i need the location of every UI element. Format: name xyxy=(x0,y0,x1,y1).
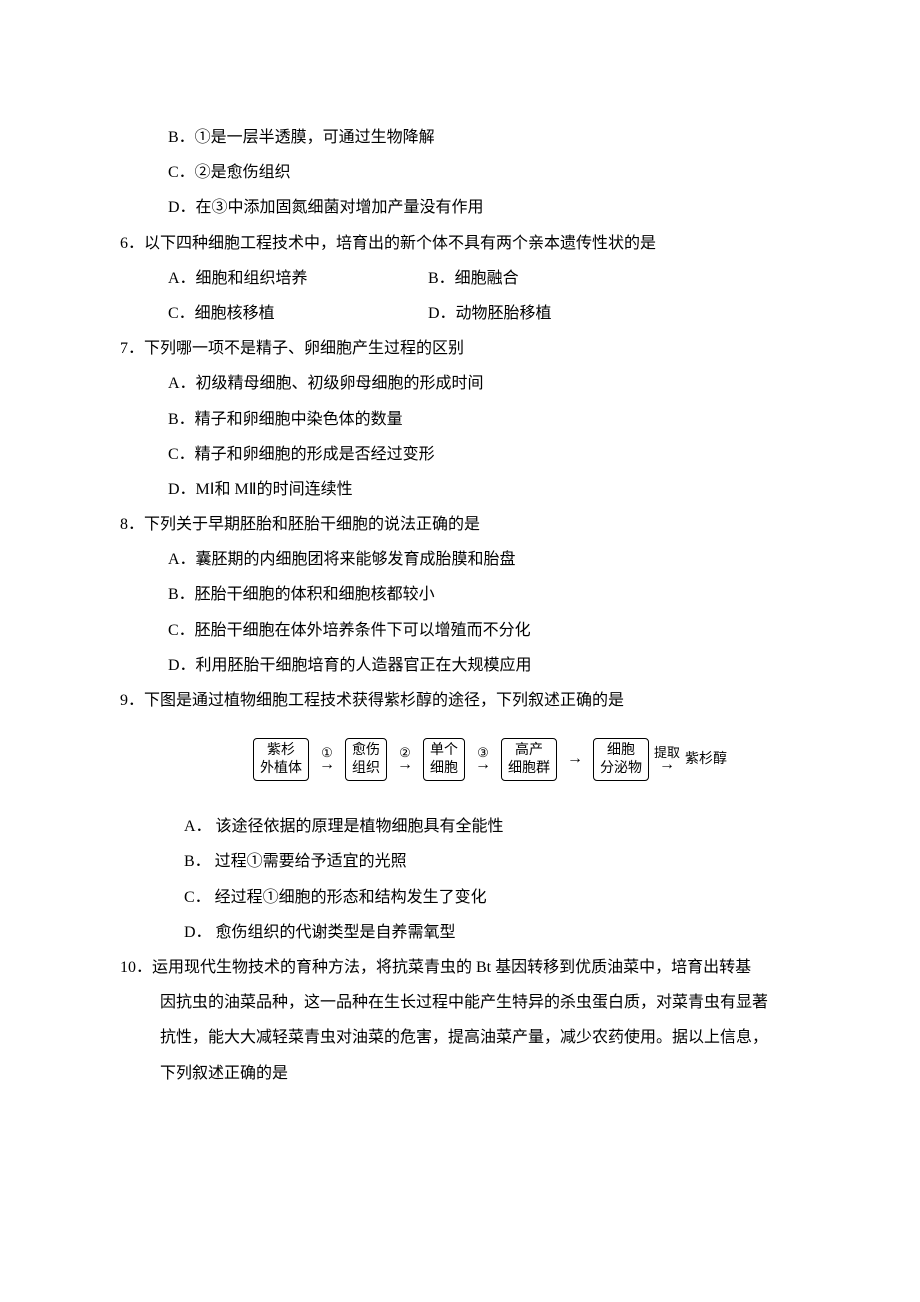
q8-option-a: A．囊胚期的内细胞团将来能够发育成胎膜和胎盘 xyxy=(120,542,820,577)
q10-line4: 下列叙述正确的是 xyxy=(120,1056,820,1091)
q9-option-c: C． 经过程①细胞的形态和结构发生了变化 xyxy=(120,880,820,915)
q6-option-b: B．细胞融合 xyxy=(428,261,519,296)
q7-option-c: C．精子和卵细胞的形成是否经过变形 xyxy=(120,437,820,472)
q10-line1: 10．运用现代生物技术的育种方法，将抗菜青虫的 Bt 基因转移到优质油菜中，培育… xyxy=(120,950,820,985)
flow-arrow-4: 提取 → xyxy=(653,746,681,773)
flow-node-0: 紫杉 外植体 xyxy=(253,738,309,781)
flow-arrow-1: ② → xyxy=(391,746,419,773)
q6-row2: C．细胞核移植 D．动物胚胎移植 xyxy=(120,296,820,331)
flow-node-1: 愈伤 组织 xyxy=(345,738,387,781)
flow-node-1-l2: 组织 xyxy=(352,760,380,778)
flow-node-2: 单个 细胞 xyxy=(423,738,465,781)
q5-option-b: B．①是一层半透膜，可通过生物降解 xyxy=(120,120,820,155)
flow-node-2-l1: 单个 xyxy=(430,742,458,760)
flow-node-0-l2: 外植体 xyxy=(260,760,302,778)
q5-option-d: D．在③中添加固氮细菌对增加产量没有作用 xyxy=(120,190,820,225)
q7-stem: 7．下列哪一项不是精子、卵细胞产生过程的区别 xyxy=(120,331,820,366)
q8-option-c: C．胚胎干细胞在体外培养条件下可以增殖而不分化 xyxy=(120,613,820,648)
flow-node-4-l2: 分泌物 xyxy=(600,760,642,778)
flow-arrow-3: → xyxy=(561,753,589,767)
right-arrow-icon: → xyxy=(475,757,491,773)
q5-option-c: C．②是愈伤组织 xyxy=(120,155,820,190)
flow-node-1-l1: 愈伤 xyxy=(352,742,380,760)
q6-option-c: C．细胞核移植 xyxy=(168,296,428,331)
q6-row1: A．细胞和组织培养 B．细胞融合 xyxy=(120,261,820,296)
flow-node-3-l2: 细胞群 xyxy=(508,760,550,778)
flow-node-0-l1: 紫杉 xyxy=(260,742,302,760)
q7-option-a: A．初级精母细胞、初级卵母细胞的形成时间 xyxy=(120,366,820,401)
flow-node-3-l1: 高产 xyxy=(508,742,550,760)
q8-option-d: D．利用胚胎干细胞培育的人造器官正在大规模应用 xyxy=(120,648,820,683)
page-content: B．①是一层半透膜，可通过生物降解 C．②是愈伤组织 D．在③中添加固氮细菌对增… xyxy=(0,0,920,1171)
right-arrow-icon: → xyxy=(319,757,335,773)
q8-option-b: B．胚胎干细胞的体积和细胞核都较小 xyxy=(120,577,820,612)
q7-option-b: B．精子和卵细胞中染色体的数量 xyxy=(120,402,820,437)
q10-line2: 因抗虫的油菜品种，这一品种在生长过程中能产生特异的杀虫蛋白质，对菜青虫有显著 xyxy=(120,985,820,1020)
right-arrow-icon: → xyxy=(567,751,583,767)
flow-node-4-l1: 细胞 xyxy=(600,742,642,760)
flow-node-3: 高产 细胞群 xyxy=(501,738,557,781)
q6-stem: 6．以下四种细胞工程技术中，培育出的新个体不具有两个亲本遗传性状的是 xyxy=(120,226,820,261)
flow-arrow-0: ① → xyxy=(313,746,341,773)
q10-line3: 抗性，能大大减轻菜青虫对油菜的危害，提高油菜产量，减少农药使用。据以上信息， xyxy=(120,1020,820,1055)
q9-option-d: D． 愈伤组织的代谢类型是自养需氧型 xyxy=(120,915,820,950)
q7-option-d: D．MⅠ和 MⅡ的时间连续性 xyxy=(120,472,820,507)
q9-flowchart: 紫杉 外植体 ① → 愈伤 组织 ② → 单个 细胞 ③ → 高产 细胞群 → xyxy=(120,738,820,781)
q9-option-b: B． 过程①需要给予适宜的光照 xyxy=(120,844,820,879)
q8-stem: 8．下列关于早期胚胎和胚胎干细胞的说法正确的是 xyxy=(120,507,820,542)
flow-final: 紫杉醇 xyxy=(685,751,727,769)
flow-arrow-2: ③ → xyxy=(469,746,497,773)
q9-stem: 9．下图是通过植物细胞工程技术获得紫杉醇的途径，下列叙述正确的是 xyxy=(120,683,820,718)
right-arrow-icon: → xyxy=(397,757,413,773)
q6-option-d: D．动物胚胎移植 xyxy=(428,296,552,331)
q9-option-a: A． 该途径依据的原理是植物细胞具有全能性 xyxy=(120,809,820,844)
flow-node-4: 细胞 分泌物 xyxy=(593,738,649,781)
flow-node-2-l2: 细胞 xyxy=(430,760,458,778)
q6-option-a: A．细胞和组织培养 xyxy=(168,261,428,296)
right-arrow-icon: → xyxy=(659,757,675,773)
